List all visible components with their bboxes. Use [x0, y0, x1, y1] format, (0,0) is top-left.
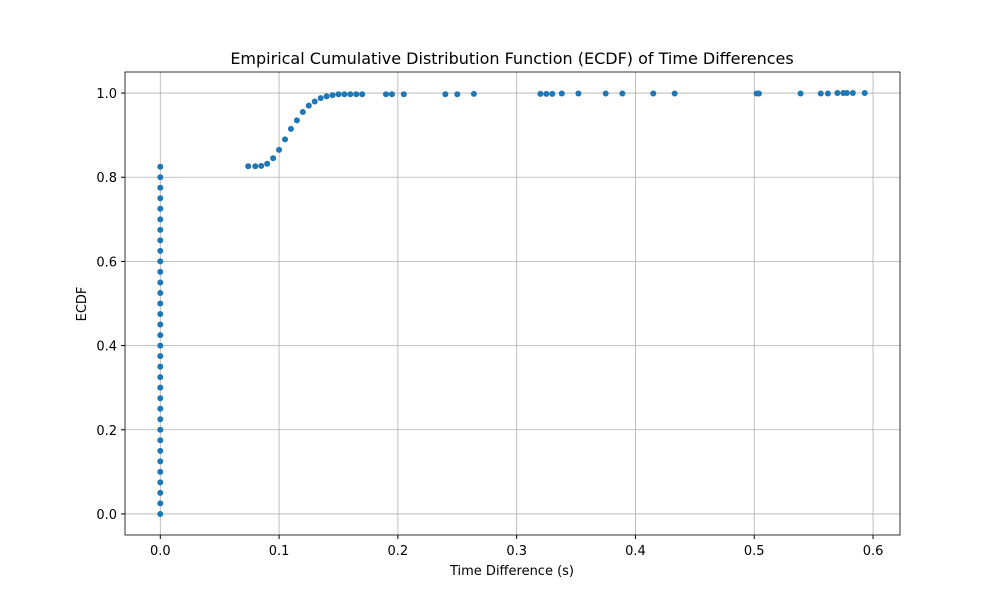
y-tick-label: 0.8 — [96, 171, 117, 186]
data-point — [470, 90, 477, 97]
x-tick-label: 0.3 — [506, 544, 527, 559]
data-point — [157, 184, 164, 191]
data-point — [335, 91, 342, 98]
data-point — [317, 95, 324, 102]
data-point — [157, 174, 164, 181]
y-axis-label: ECDF — [75, 287, 90, 322]
x-tick-label: 0.1 — [269, 544, 290, 559]
data-point — [299, 108, 306, 115]
data-point — [157, 195, 164, 202]
data-point — [388, 91, 395, 98]
data-point — [671, 90, 678, 97]
data-point — [157, 416, 164, 423]
data-point — [157, 489, 164, 496]
data-point — [157, 289, 164, 296]
data-point — [157, 510, 164, 517]
x-tick-label: 0.5 — [744, 544, 765, 559]
data-point — [157, 226, 164, 233]
data-point — [157, 384, 164, 391]
data-point — [157, 311, 164, 318]
data-point — [157, 468, 164, 475]
data-point — [442, 91, 449, 98]
data-point — [543, 90, 550, 97]
data-point — [347, 91, 354, 98]
data-point — [329, 92, 336, 99]
data-point — [157, 321, 164, 328]
data-point — [276, 146, 283, 153]
data-point — [359, 91, 366, 98]
data-point — [157, 205, 164, 212]
y-tick-label: 0.4 — [96, 340, 117, 355]
data-point — [157, 332, 164, 339]
data-point — [287, 125, 294, 132]
x-tick-label: 0.4 — [625, 544, 646, 559]
data-point — [157, 163, 164, 170]
y-tick-label: 0.6 — [96, 255, 117, 270]
x-tick-label: 0.0 — [150, 544, 171, 559]
data-point — [157, 247, 164, 254]
data-point — [843, 90, 850, 97]
data-point — [157, 447, 164, 454]
data-point — [157, 237, 164, 244]
data-point — [157, 258, 164, 265]
data-point — [157, 216, 164, 223]
data-point — [817, 90, 824, 97]
data-point — [264, 160, 271, 167]
data-point — [824, 90, 831, 97]
data-point — [797, 90, 804, 97]
y-tick-label: 0.0 — [96, 508, 117, 523]
data-point — [834, 90, 841, 97]
data-point — [861, 90, 868, 97]
data-point — [157, 395, 164, 402]
data-point — [282, 136, 289, 143]
data-point — [575, 90, 582, 97]
data-point — [311, 98, 318, 105]
data-point — [157, 426, 164, 433]
data-point — [157, 437, 164, 444]
data-point — [537, 90, 544, 97]
data-point — [157, 405, 164, 412]
data-point — [157, 353, 164, 360]
y-tick-label: 0.2 — [96, 424, 117, 439]
data-point — [341, 91, 348, 98]
data-point — [323, 93, 330, 100]
data-point — [305, 102, 312, 109]
x-axis-label: Time Difference (s) — [449, 564, 574, 579]
data-point — [157, 279, 164, 286]
y-tick-label: 1.0 — [96, 87, 117, 102]
data-point — [650, 90, 657, 97]
data-point — [353, 91, 360, 98]
data-point — [400, 91, 407, 98]
data-point — [258, 162, 265, 169]
data-point — [157, 374, 164, 381]
data-point — [849, 90, 856, 97]
data-point — [602, 90, 609, 97]
data-point — [157, 500, 164, 507]
data-point — [157, 268, 164, 275]
data-point — [252, 163, 259, 170]
chart-title: Empirical Cumulative Distribution Functi… — [230, 49, 793, 68]
data-point — [454, 91, 461, 98]
data-point — [157, 342, 164, 349]
data-point — [619, 90, 626, 97]
x-tick-label: 0.2 — [388, 544, 409, 559]
data-point — [549, 90, 556, 97]
data-point — [157, 479, 164, 486]
data-point — [270, 155, 277, 162]
data-point — [293, 117, 300, 124]
data-point — [245, 163, 252, 170]
data-point — [755, 90, 762, 97]
x-tick-label: 0.6 — [863, 544, 884, 559]
data-point — [157, 458, 164, 465]
data-point — [558, 90, 565, 97]
plot-frame — [124, 71, 901, 536]
data-point — [382, 91, 389, 98]
data-point — [157, 300, 164, 307]
data-point — [157, 363, 164, 370]
